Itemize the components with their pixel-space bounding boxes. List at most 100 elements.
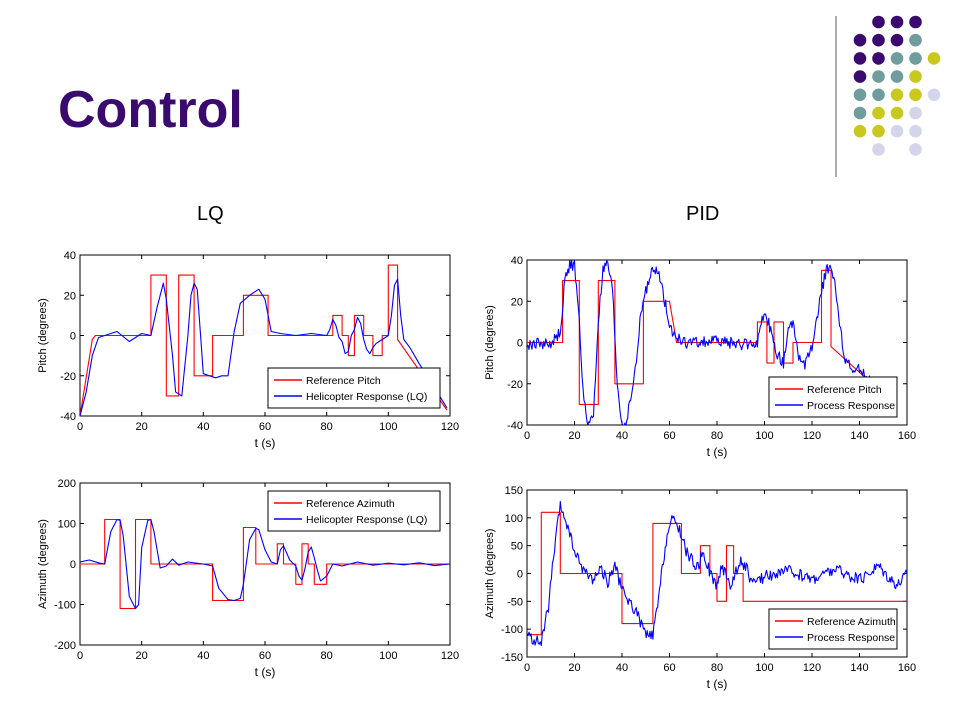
x-tick-label: 60 bbox=[663, 430, 675, 442]
x-tick-label: 160 bbox=[898, 662, 916, 674]
y-axis-label: Azimuth (degrees) bbox=[37, 519, 49, 609]
y-tick-label: -100 bbox=[501, 624, 523, 636]
y-tick-label: 20 bbox=[64, 290, 76, 302]
decorative-dot bbox=[872, 52, 885, 65]
x-tick-label: 80 bbox=[321, 650, 333, 662]
y-tick-label: 0 bbox=[517, 569, 523, 581]
x-tick-label: 100 bbox=[379, 650, 397, 662]
y-tick-label: 100 bbox=[58, 519, 76, 531]
y-tick-label: 40 bbox=[64, 250, 76, 262]
decorative-dot bbox=[890, 124, 904, 138]
decorative-dot bbox=[872, 33, 885, 47]
legend-entry: Helicopter Response (LQ) bbox=[306, 514, 427, 526]
legend-entry: Reference Azimuth bbox=[306, 498, 395, 510]
x-tick-label: 100 bbox=[379, 421, 397, 433]
legend-entry: Process Response bbox=[807, 400, 895, 412]
y-axis-label: Pitch (degrees) bbox=[484, 305, 496, 380]
decorative-dot bbox=[890, 52, 904, 65]
decorative-dot bbox=[872, 106, 885, 120]
x-axis-label: t (s) bbox=[707, 445, 728, 459]
x-tick-label: 20 bbox=[136, 650, 148, 662]
decorative-dot bbox=[927, 52, 941, 65]
legend-box bbox=[267, 367, 441, 409]
legend-entry: Reference Azimuth bbox=[807, 616, 896, 628]
series-line-2 bbox=[527, 260, 896, 425]
chart-1: 0 20 40 60 80 100 120 -40 -20 0 20 40 t (s) Pitch (de… bbox=[37, 250, 459, 450]
x-tick-label: 0 bbox=[524, 430, 530, 442]
x-axis-label: t (s) bbox=[707, 677, 728, 691]
y-tick-label: -40 bbox=[507, 420, 523, 432]
legend-entry: Reference Pitch bbox=[807, 384, 882, 396]
decorative-dot bbox=[909, 106, 922, 120]
y-axis-label: Azimuth (degrees) bbox=[484, 529, 496, 619]
series-group bbox=[527, 260, 896, 425]
x-tick-label: 120 bbox=[803, 662, 821, 674]
decorative-dot bbox=[890, 88, 904, 102]
series-line-2 bbox=[527, 500, 907, 647]
chart-4: 0 20 40 60 80 100 120 140 160 -150 -100 -50 0 50 100 15… bbox=[484, 485, 916, 691]
decorative-dot bbox=[909, 124, 922, 138]
x-tick-label: 40 bbox=[197, 421, 209, 433]
legend-box bbox=[768, 608, 898, 650]
y-tick-label: -150 bbox=[501, 652, 523, 664]
y-tick-label: -100 bbox=[54, 600, 76, 612]
y-tick-label: -20 bbox=[60, 371, 76, 383]
x-tick-label: 100 bbox=[755, 430, 773, 442]
decorative-dot bbox=[909, 143, 922, 156]
legend-box bbox=[267, 490, 441, 532]
decorative-dot bbox=[890, 106, 904, 120]
y-tick-label: 0 bbox=[70, 331, 76, 343]
y-tick-label: 50 bbox=[511, 541, 523, 553]
legend: Reference Pitch Helicopter Response (LQ) bbox=[267, 367, 441, 409]
decorative-dot bbox=[872, 70, 885, 83]
x-tick-label: 20 bbox=[568, 430, 580, 442]
decorative-dot bbox=[890, 33, 904, 47]
series-group bbox=[80, 264, 448, 416]
x-tick-label: 0 bbox=[524, 662, 530, 674]
legend-entry: Helicopter Response (LQ) bbox=[306, 391, 427, 403]
y-tick-label: 0 bbox=[70, 559, 76, 571]
pid-column-label: PID bbox=[686, 203, 720, 225]
x-axis-label: t (s) bbox=[255, 665, 276, 679]
series-line-1 bbox=[527, 269, 896, 405]
decorative-dot bbox=[909, 33, 922, 47]
x-tick-label: 140 bbox=[850, 662, 868, 674]
chart-3: 0 20 40 60 80 100 120 140 160 -40 -20 0 20 40 t (s) Pit… bbox=[484, 255, 916, 459]
y-axis-label: Pitch (degrees) bbox=[37, 298, 49, 373]
chart-2: 0 20 40 60 80 100 120 -200 -100 0 100 200 t (s) Azimu… bbox=[37, 478, 459, 679]
decorative-dot bbox=[853, 88, 867, 102]
decorative-dot-grid bbox=[835, 15, 941, 177]
lq-column-label: LQ bbox=[197, 203, 224, 225]
decorative-dot bbox=[872, 124, 885, 138]
x-tick-label: 20 bbox=[136, 421, 148, 433]
decorative-dot bbox=[853, 124, 867, 138]
y-tick-label: 0 bbox=[517, 338, 523, 350]
decorative-dot bbox=[909, 15, 922, 29]
legend: Reference Azimuth Process Response bbox=[768, 608, 898, 650]
legend-box bbox=[768, 376, 898, 418]
decorative-dot bbox=[909, 70, 922, 83]
decorative-dot bbox=[872, 15, 885, 29]
decorative-dot bbox=[853, 52, 867, 65]
x-tick-label: 160 bbox=[898, 430, 916, 442]
series-line-1 bbox=[80, 264, 448, 416]
series-group bbox=[527, 500, 907, 647]
x-tick-label: 40 bbox=[616, 662, 628, 674]
decorative-dot bbox=[853, 70, 867, 83]
y-tick-label: 100 bbox=[505, 513, 523, 525]
y-tick-label: -50 bbox=[507, 596, 523, 608]
x-tick-label: 60 bbox=[663, 662, 675, 674]
y-tick-label: -40 bbox=[60, 411, 76, 423]
y-tick-label: -20 bbox=[507, 379, 523, 391]
legend-entry: Process Response bbox=[807, 632, 895, 644]
legend-entry: Reference Pitch bbox=[306, 375, 381, 387]
y-tick-label: 150 bbox=[505, 485, 523, 497]
decorative-dot bbox=[872, 143, 885, 156]
decorative-dot bbox=[909, 52, 922, 65]
x-tick-label: 60 bbox=[259, 650, 271, 662]
slide-title: Control bbox=[58, 81, 243, 139]
x-tick-label: 0 bbox=[77, 650, 83, 662]
x-tick-label: 20 bbox=[568, 662, 580, 674]
y-tick-label: 200 bbox=[58, 478, 76, 490]
